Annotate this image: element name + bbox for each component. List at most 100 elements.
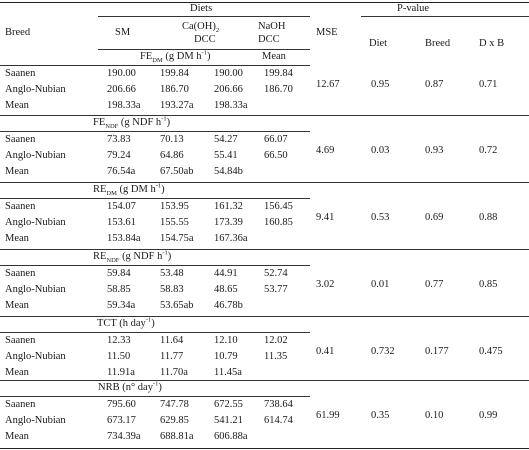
p-breed-value: 0.77	[425, 279, 444, 290]
cell-sm: 79.24	[107, 150, 131, 161]
section-rule-main	[98, 316, 310, 317]
section-label-sup: -1	[155, 182, 162, 190]
label-underline	[0, 332, 310, 333]
section-label-end: )	[166, 117, 171, 128]
row-breed-name: Mean	[5, 431, 29, 442]
cell-naoh-dcc: 48.65	[214, 284, 238, 295]
section-rule-left	[0, 182, 98, 183]
p-diet-value: 0.01	[371, 279, 390, 290]
header-breed: Breed	[5, 27, 31, 38]
section-label-base: FE	[140, 51, 153, 62]
header-naoh: NaOH	[258, 21, 286, 32]
row-breed-name: Saanen	[5, 399, 36, 410]
section-rule-right	[310, 380, 529, 381]
p-dxb-value: 0.475	[479, 346, 503, 357]
section-rule-left	[0, 249, 98, 250]
p-diet-value: 0.95	[371, 79, 390, 90]
cell-naoh-dcc: 11.45a	[214, 367, 242, 378]
cell-naoh-dcc: 541.21	[214, 415, 243, 426]
section-label-rest: (g DM h	[116, 184, 156, 195]
cell-mean: 160.85	[264, 217, 293, 228]
cell-caoh-dcc: 155.55	[160, 217, 189, 228]
section-label-rest: (g NDF h	[118, 117, 162, 128]
cell-caoh-dcc: 186.70	[160, 84, 189, 95]
cell-caoh-dcc: 629.85	[160, 415, 189, 426]
cell-naoh-dcc: 606.88a	[214, 431, 248, 442]
cell-sm: 59.84	[107, 268, 131, 279]
section-label: REDM (g DM h-1)	[93, 182, 165, 197]
cell-mean: 614.74	[264, 415, 293, 426]
header-pvalue: P-value	[397, 3, 430, 14]
cell-caoh-dcc: 199.84	[160, 68, 189, 79]
cell-sm: 153.84a	[107, 233, 141, 244]
section-label: RENDF (g NDF h-1)	[93, 249, 171, 264]
section-label: FENDF (g NDF h-1)	[93, 116, 171, 131]
cell-caoh-dcc: 11.70a	[160, 367, 188, 378]
section-label: TCT (h day-1)	[97, 317, 155, 330]
p-dxb-value: 0.71	[479, 79, 498, 90]
header-naoh-dcc: DCC	[258, 34, 280, 45]
mse-value: 9.41	[316, 212, 335, 223]
section-label-end: )	[151, 318, 155, 329]
p-breed-value: 0.10	[425, 410, 444, 421]
header-caoh-dcc: DCC	[194, 34, 216, 45]
cell-caoh-dcc: 67.50ab	[160, 166, 194, 177]
mse-value: 3.02	[316, 279, 335, 290]
section-label-sub: NDF	[105, 123, 119, 131]
p-breed-value: 0.93	[425, 145, 444, 156]
cell-sm: 76.54a	[107, 166, 136, 177]
cell-mean: 156.45	[264, 201, 293, 212]
cell-naoh-dcc: 672.55	[214, 399, 243, 410]
cell-caoh-dcc: 688.81a	[160, 431, 194, 442]
cell-sm: 206.66	[107, 84, 136, 95]
section-rule-left	[0, 115, 98, 116]
p-dxb-value: 0.88	[479, 212, 498, 223]
p-dxb-value: 0.72	[479, 145, 498, 156]
cell-naoh-dcc: 12.10	[214, 335, 238, 346]
cell-mean: 66.07	[264, 134, 288, 145]
p-diet-value: 0.732	[371, 346, 395, 357]
section-rule-main	[98, 249, 310, 250]
section-rule-main	[98, 380, 310, 381]
label-underline	[0, 131, 310, 132]
cell-naoh-dcc: 167.36a	[214, 233, 248, 244]
cell-naoh-dcc: 173.39	[214, 217, 243, 228]
section-label-sup: -1	[162, 249, 168, 257]
header-caoh: Ca(OH)2	[182, 21, 220, 35]
section-label-base: NRB (n° day	[98, 382, 153, 393]
cell-sm: 12.33	[107, 335, 131, 346]
row-breed-name: Saanen	[5, 68, 36, 79]
label-underline	[0, 65, 310, 66]
row-breed-name: Saanen	[5, 268, 36, 279]
p-breed-value: 0.87	[425, 79, 444, 90]
cell-naoh-dcc: 55.41	[214, 150, 238, 161]
header-sm: SM	[115, 27, 131, 38]
row-breed-name: Anglo-Nubian	[5, 351, 66, 362]
label-underline	[0, 198, 310, 199]
cell-sm: 11.91a	[107, 367, 135, 378]
cell-naoh-dcc: 44.91	[214, 268, 238, 279]
cell-mean: 11.35	[264, 351, 288, 362]
row-breed-name: Mean	[5, 100, 29, 111]
section-rule-right	[310, 316, 529, 317]
cell-mean: 66.50	[264, 150, 288, 161]
row-breed-name: Anglo-Nubian	[5, 150, 66, 161]
section-rule-main	[98, 115, 310, 116]
mean-column-header: Mean	[262, 51, 286, 62]
cell-sm: 153.61	[107, 217, 136, 228]
top-rule	[0, 2, 529, 3]
section-rule-right	[310, 115, 529, 116]
section-label: FEDM (g DM h-1)	[140, 50, 210, 65]
section-label-sub: DM	[152, 57, 163, 65]
cell-naoh-dcc: 206.66	[214, 84, 243, 95]
cell-caoh-dcc: 70.13	[160, 134, 184, 145]
cell-caoh-dcc: 11.77	[160, 351, 184, 362]
label-underline	[0, 396, 310, 397]
cell-mean: 199.84	[264, 68, 293, 79]
label-underline	[0, 265, 310, 266]
row-breed-name: Saanen	[5, 335, 36, 346]
header-mse: MSE	[316, 27, 338, 38]
header-breed-p: Breed	[425, 38, 451, 49]
section-label-sup: -1	[152, 380, 159, 388]
